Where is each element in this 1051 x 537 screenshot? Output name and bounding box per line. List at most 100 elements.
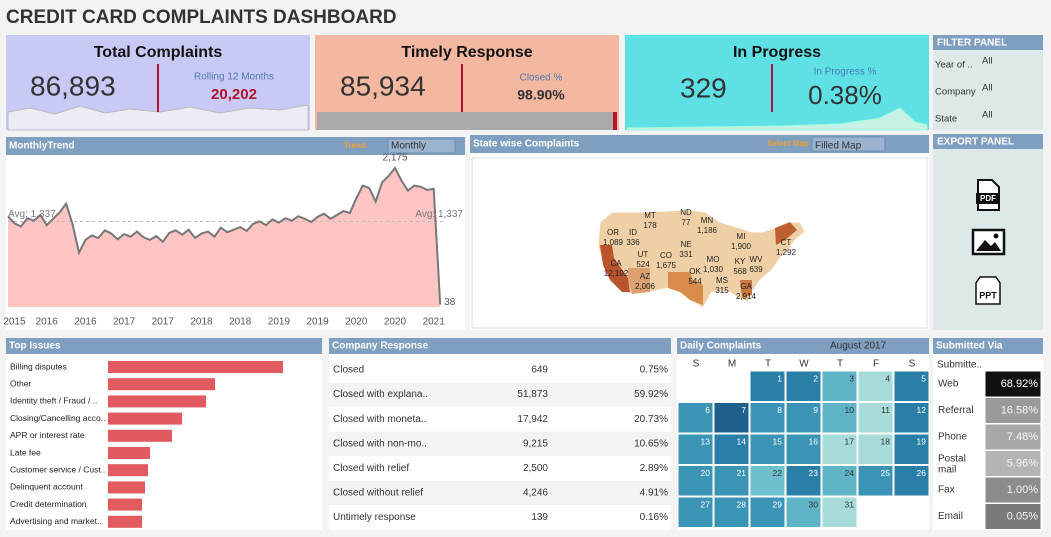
control-label: Trend: [344, 141, 366, 150]
state-value: 1,675: [656, 261, 677, 270]
value-cell: [984, 397, 1042, 424]
state-value: 336: [626, 238, 640, 247]
state-value: 12,102: [604, 269, 629, 278]
day-cell: [893, 433, 930, 465]
kpi-sub-value: 20,202: [211, 86, 257, 103]
state-value: 1,089: [603, 238, 624, 247]
filter-value[interactable]: All: [982, 110, 993, 121]
state-shape: [600, 245, 630, 292]
state-code: MI: [737, 232, 746, 241]
day-number: 8: [777, 405, 782, 415]
bar: [108, 498, 142, 511]
control-box: [387, 138, 456, 154]
row-value: 1.00%: [1007, 484, 1038, 496]
icon-shape: [976, 193, 1000, 204]
state-shape: [775, 222, 797, 245]
trend-line: [7, 166, 442, 305]
row-label: Closed with non-mo..: [333, 438, 427, 449]
x-tick-label: 2017: [152, 317, 175, 328]
day-number: 29: [773, 499, 783, 509]
state-code: MO: [707, 255, 720, 264]
filter-label: Year of ..: [935, 60, 973, 71]
x-tick-label: 2016: [74, 317, 97, 328]
row-count: 4,246: [523, 488, 548, 499]
ppt-icon[interactable]: PPT: [975, 276, 1001, 305]
category-label: Delinquent account: [10, 482, 83, 492]
bar: [108, 378, 215, 391]
category-label: Advertising and market..: [10, 516, 102, 526]
filter-value[interactable]: All: [982, 56, 993, 67]
kpi-sub-label: In Progress %: [814, 67, 877, 78]
icon-shape: [993, 233, 999, 239]
day-cell: [785, 370, 822, 402]
state-value: 639: [749, 265, 763, 274]
row-percent: 0.16%: [640, 512, 668, 523]
icon-label: PPT: [979, 290, 997, 300]
day-cell: [785, 465, 822, 497]
day-number: 10: [845, 405, 855, 415]
value-cell: [984, 423, 1042, 451]
day-number: 12: [917, 405, 927, 415]
icon-label: PDF: [980, 194, 996, 203]
average-label: Avg: 1,337: [8, 209, 56, 220]
row-label: Fax: [938, 485, 955, 496]
row-label: Closed with explana..: [333, 389, 428, 400]
state-code: GA: [740, 282, 752, 291]
value-cell: [984, 503, 1042, 530]
x-tick-label: 2018: [190, 317, 213, 328]
filter-label: Company: [935, 87, 976, 98]
state-shape: [740, 280, 752, 298]
row-value: 0.05%: [1007, 510, 1038, 522]
day-cell: [821, 433, 858, 465]
state-value: 315: [715, 286, 729, 295]
day-cell: [749, 465, 786, 497]
category-label: Other: [10, 378, 31, 388]
day-number: 21: [737, 468, 747, 478]
day-number: 6: [705, 405, 710, 415]
us-map: [597, 209, 806, 309]
row-value: 5.96%: [1007, 457, 1038, 469]
row-count: 2,500: [523, 463, 548, 474]
state-value: 524: [636, 260, 650, 269]
control-value[interactable]: Monthly: [391, 141, 426, 152]
control-value[interactable]: Filled Map: [815, 141, 862, 152]
average-label: Avg: 1,337: [415, 209, 463, 220]
panel-header: [677, 338, 929, 354]
day-number: 14: [737, 436, 747, 446]
panel-title: Submitted Via: [936, 341, 1003, 352]
filter-value[interactable]: All: [982, 83, 993, 94]
day-number: 24: [845, 468, 855, 478]
table-row: [329, 456, 671, 481]
row-label: Closed: [333, 365, 364, 376]
image-icon[interactable]: [971, 228, 1006, 256]
panel-title: Top Issues: [9, 341, 61, 352]
row-label: Closed with moneta..: [333, 414, 426, 425]
state-value: 1,292: [776, 248, 797, 257]
day-cell: [713, 402, 750, 434]
kpi-sub-value: 98.90%: [517, 87, 565, 103]
day-cell: [785, 433, 822, 465]
state-code: ID: [629, 228, 637, 237]
kpi-title: Timely Response: [401, 44, 532, 61]
day-number: 3: [849, 373, 854, 383]
day-number: 30: [809, 499, 819, 509]
state-value: 331: [679, 250, 693, 259]
state-code: UT: [638, 250, 649, 259]
state-code: CA: [610, 259, 622, 268]
state-code: WV: [750, 255, 764, 264]
category-label: Customer service / Cust..: [10, 464, 105, 474]
table-row: [329, 382, 671, 407]
day-number: 13: [701, 436, 711, 446]
pdf-icon[interactable]: PDF: [976, 179, 1000, 211]
sparkline: [626, 107, 928, 131]
day-number: 11: [881, 405, 890, 415]
kpi-sub-value: 0.38%: [808, 80, 882, 110]
row-count: 649: [531, 365, 548, 376]
panel-title: State wise Complaints: [473, 139, 580, 150]
row-percent: 20.73%: [634, 414, 668, 425]
kpi-sub-label: Closed %: [520, 73, 563, 84]
day-cell: [749, 433, 786, 465]
kpi-value: 329: [680, 72, 727, 103]
state-value: 77: [682, 218, 691, 227]
day-cell: [713, 433, 750, 465]
